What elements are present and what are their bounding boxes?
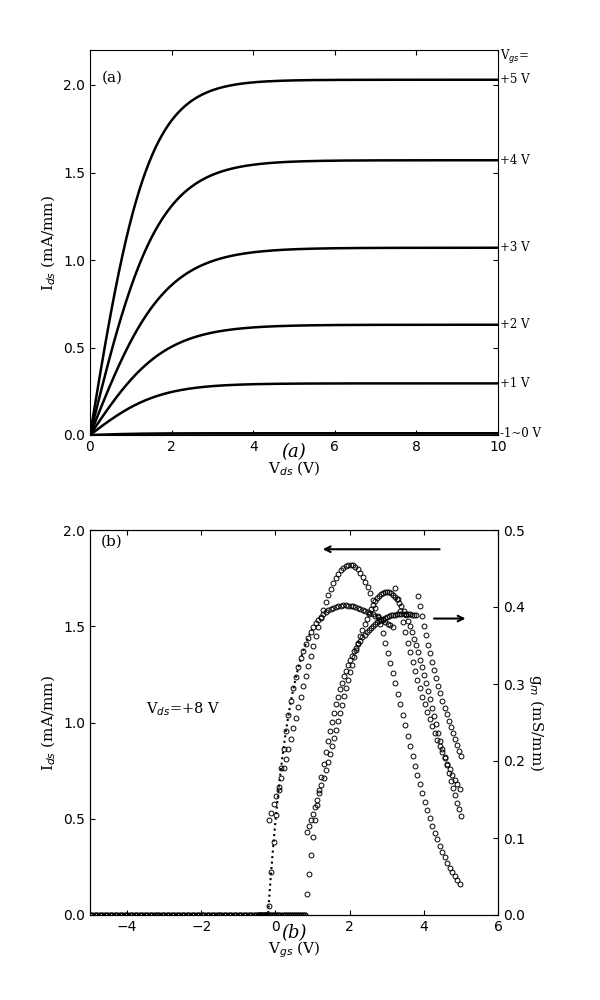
Text: (a): (a) <box>281 443 307 461</box>
Text: (b): (b) <box>101 534 123 548</box>
X-axis label: V$_{gs}$ (V): V$_{gs}$ (V) <box>268 939 320 960</box>
Text: +4 V: +4 V <box>500 154 530 167</box>
Text: V$_{gs}$=: V$_{gs}$= <box>500 48 529 66</box>
Y-axis label: I$_{ds}$ (mA/mm): I$_{ds}$ (mA/mm) <box>39 674 58 771</box>
Y-axis label: I$_{ds}$ (mA/mm): I$_{ds}$ (mA/mm) <box>39 194 58 291</box>
Text: +5 V: +5 V <box>500 73 530 86</box>
Text: +3 V: +3 V <box>500 241 530 254</box>
Text: -1~0 V: -1~0 V <box>500 427 541 440</box>
Text: +2 V: +2 V <box>500 318 530 331</box>
Text: +1 V: +1 V <box>500 377 530 390</box>
X-axis label: V$_{ds}$ (V): V$_{ds}$ (V) <box>268 459 320 478</box>
Text: V$_{ds}$=+8 V: V$_{ds}$=+8 V <box>146 700 220 718</box>
Text: (b): (b) <box>281 924 307 942</box>
Text: (a): (a) <box>102 71 123 85</box>
Y-axis label: g$_m$ (mS/mm): g$_m$ (mS/mm) <box>527 674 545 771</box>
